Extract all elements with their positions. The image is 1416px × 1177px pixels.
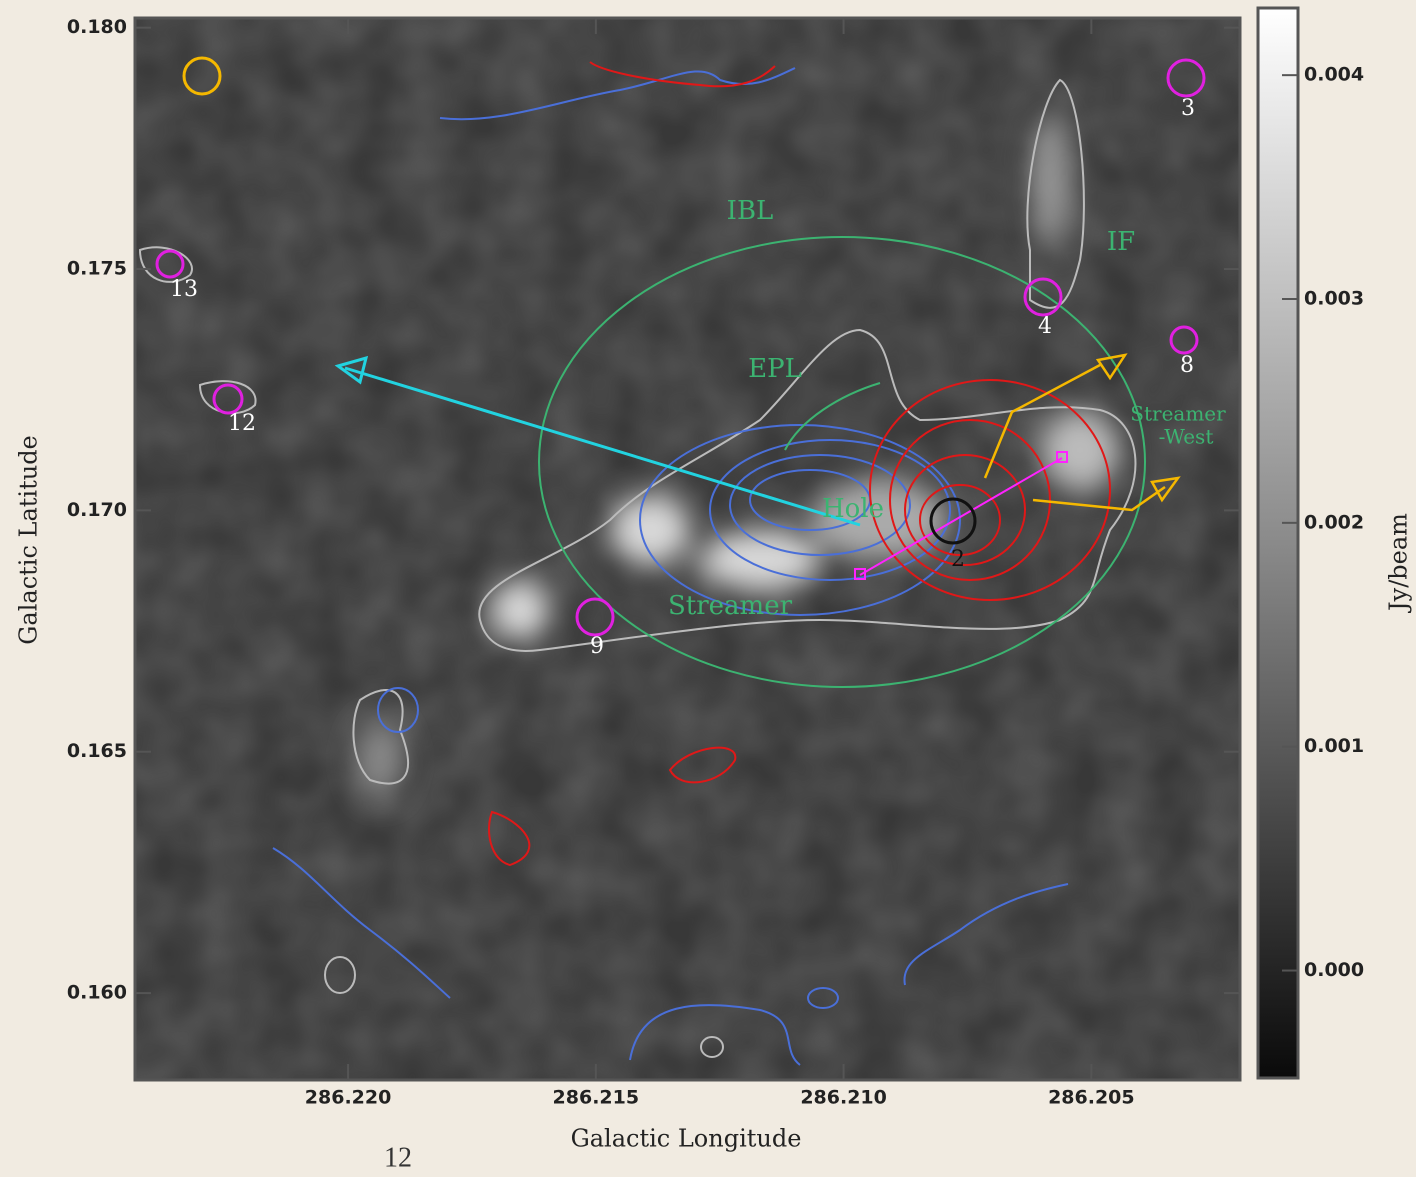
colorbar-label: Jy/beam: [1385, 513, 1413, 614]
y-tick-label: 0.165: [67, 740, 127, 762]
x-tick-label: 286.210: [800, 1087, 887, 1109]
annotation: Streamer: [668, 591, 793, 621]
y-tick-label: 0.180: [67, 16, 127, 38]
figure: IBL IF EPL Hole Streamer Streamer -West …: [0, 0, 1416, 1173]
source-label: 3: [1181, 96, 1195, 121]
colorbar-tick-label: 0.003: [1304, 288, 1364, 310]
annotation: Streamer: [1130, 402, 1226, 426]
image: [135, 18, 1240, 1080]
x-tick-label: 286.205: [1048, 1087, 1135, 1109]
colorbar-tick-label: 0.004: [1304, 64, 1364, 86]
annotation: IBL: [727, 196, 774, 226]
colorbar-tick-label: 0.000: [1304, 959, 1364, 981]
annotation: IF: [1107, 227, 1135, 257]
source-label: 2: [951, 547, 965, 572]
y-tick-label: 0.170: [67, 499, 127, 521]
annotation: EPL: [748, 354, 802, 384]
x-tick-label: 286.220: [305, 1087, 392, 1109]
source-label: 13: [170, 277, 198, 302]
colorbar-tick-label: 0.001: [1304, 735, 1364, 757]
source-label: 12: [228, 411, 256, 436]
source-label: 9: [590, 634, 604, 659]
annotation: -West: [1159, 425, 1214, 449]
annotation: Hole: [822, 494, 884, 524]
page-number: 12: [384, 1142, 412, 1173]
y-tick-label: 0.160: [67, 982, 127, 1004]
colorbar: [1258, 8, 1298, 1078]
source-label: 8: [1180, 353, 1194, 378]
colorbar-tick-label: 0.002: [1304, 511, 1364, 533]
source-label: 4: [1038, 314, 1052, 339]
y-tick-label: 0.175: [67, 258, 127, 280]
x-axis-label: Galactic Longitude: [571, 1125, 802, 1153]
y-axis-label: Galactic Latitude: [15, 435, 43, 645]
x-tick-label: 286.215: [553, 1087, 640, 1109]
